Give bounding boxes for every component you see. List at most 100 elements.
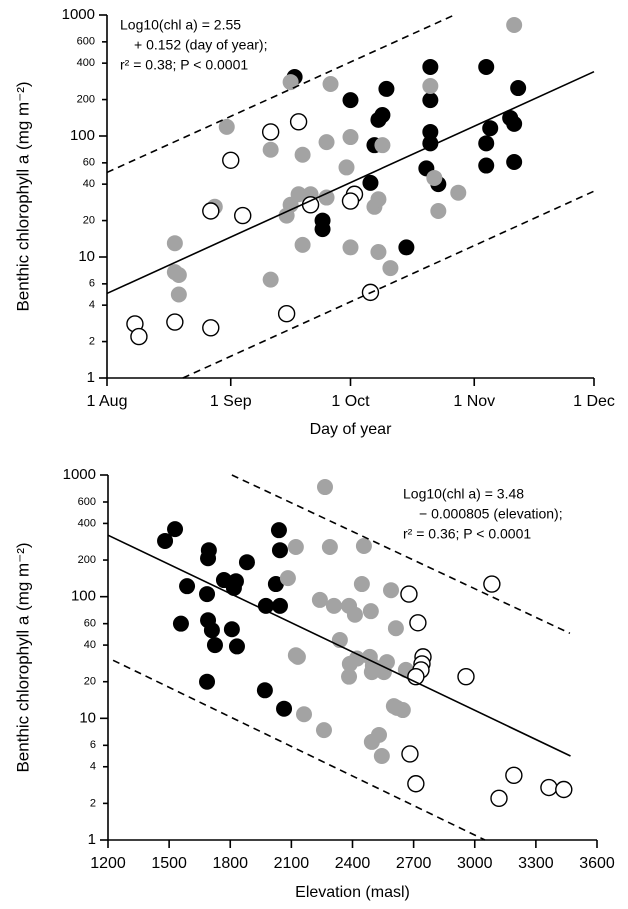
data-point — [200, 542, 217, 559]
data-point — [223, 621, 240, 638]
data-point — [341, 192, 360, 210]
data-point — [483, 575, 501, 593]
data-point — [202, 319, 220, 337]
data-point — [257, 597, 274, 614]
data-point — [374, 107, 391, 124]
equation-text: − 0.000805 (elevation); — [419, 506, 563, 522]
y-tick-label: 40 — [84, 639, 96, 651]
data-point — [289, 648, 306, 665]
data-point — [279, 570, 296, 587]
x-axis-label: Day of year — [310, 421, 392, 438]
data-point — [422, 123, 439, 140]
equation-text: Log10(chl a) = 2.55 — [120, 17, 241, 33]
data-point — [342, 129, 359, 146]
data-point — [170, 286, 187, 303]
x-tick-label: 1 Dec — [573, 393, 615, 410]
data-point — [238, 554, 255, 571]
data-point — [203, 622, 220, 639]
x-tick-label: 2700 — [396, 855, 432, 872]
x-tick-label: 1 Nov — [453, 393, 495, 410]
x-tick-label: 1200 — [90, 855, 126, 872]
data-point — [179, 578, 196, 595]
data-point — [342, 92, 359, 109]
data-point — [510, 80, 527, 97]
x-axis-label: Elevation (masl) — [295, 884, 410, 901]
y-tick-label: 2 — [90, 797, 96, 809]
y-tick-label: 1 — [88, 831, 96, 848]
prediction-line — [106, 14, 455, 174]
data-point — [218, 118, 235, 135]
data-point — [374, 137, 391, 154]
data-point — [401, 745, 419, 763]
x-tick-label: 1 Aug — [87, 393, 128, 410]
prediction-line — [231, 474, 571, 635]
regression-line — [106, 70, 595, 295]
data-point — [387, 620, 404, 637]
data-point — [301, 196, 320, 214]
y-tick-label: 20 — [83, 214, 95, 226]
y-tick-label: 10 — [78, 248, 95, 265]
data-point — [318, 134, 335, 151]
data-point — [422, 92, 439, 109]
data-point — [166, 313, 184, 331]
data-point — [261, 123, 280, 141]
data-point — [400, 585, 418, 603]
data-point — [202, 202, 220, 220]
x-tick-label: 1 Oct — [331, 393, 370, 410]
data-point — [341, 668, 358, 685]
y-axis-label: Benthic chlorophyll a (mg m⁻²) — [13, 81, 32, 311]
data-point — [278, 207, 295, 224]
x-tick-label: 2100 — [274, 855, 310, 872]
data-point — [506, 153, 523, 170]
data-point — [338, 159, 355, 176]
data-point — [222, 151, 240, 169]
regression-line — [107, 534, 571, 757]
data-point — [363, 733, 380, 750]
data-point — [426, 169, 443, 186]
data-point — [199, 673, 216, 690]
data-point — [398, 239, 415, 256]
data-point — [346, 606, 363, 623]
x-tick-label: 3300 — [518, 855, 554, 872]
data-point — [271, 597, 288, 614]
data-point — [262, 141, 279, 158]
data-point — [276, 700, 293, 717]
y-tick-label: 1000 — [62, 6, 95, 23]
data-point — [540, 778, 558, 797]
data-point — [271, 542, 288, 559]
y-tick-label: 4 — [89, 299, 95, 311]
y-tick-label: 1 — [87, 369, 95, 386]
data-point — [482, 120, 499, 137]
data-point — [172, 615, 189, 632]
data-point — [342, 239, 359, 256]
data-point — [478, 58, 495, 75]
data-point — [348, 650, 365, 667]
y-tick-label: 200 — [78, 554, 96, 566]
data-point — [270, 522, 287, 539]
prediction-line — [182, 190, 595, 379]
data-point — [157, 532, 174, 549]
y-tick-label: 2 — [89, 335, 95, 347]
data-point — [478, 135, 495, 152]
data-point — [506, 16, 523, 33]
data-point — [370, 243, 387, 260]
data-point — [322, 75, 339, 92]
data-point — [199, 586, 216, 603]
data-point — [409, 614, 427, 632]
y-tick-label: 6 — [90, 739, 96, 751]
data-point — [316, 479, 333, 496]
data-point — [228, 638, 245, 655]
y-tick-label: 400 — [77, 57, 95, 69]
data-point — [430, 202, 447, 219]
data-point — [407, 775, 425, 793]
data-point — [321, 538, 338, 555]
x-tick-label: 1 Sep — [210, 393, 252, 410]
data-point — [170, 266, 187, 283]
y-tick-label: 600 — [78, 496, 96, 508]
data-point — [555, 780, 573, 799]
data-point — [353, 576, 370, 593]
data-point — [422, 77, 439, 94]
data-point — [167, 521, 184, 538]
data-point — [362, 174, 379, 191]
